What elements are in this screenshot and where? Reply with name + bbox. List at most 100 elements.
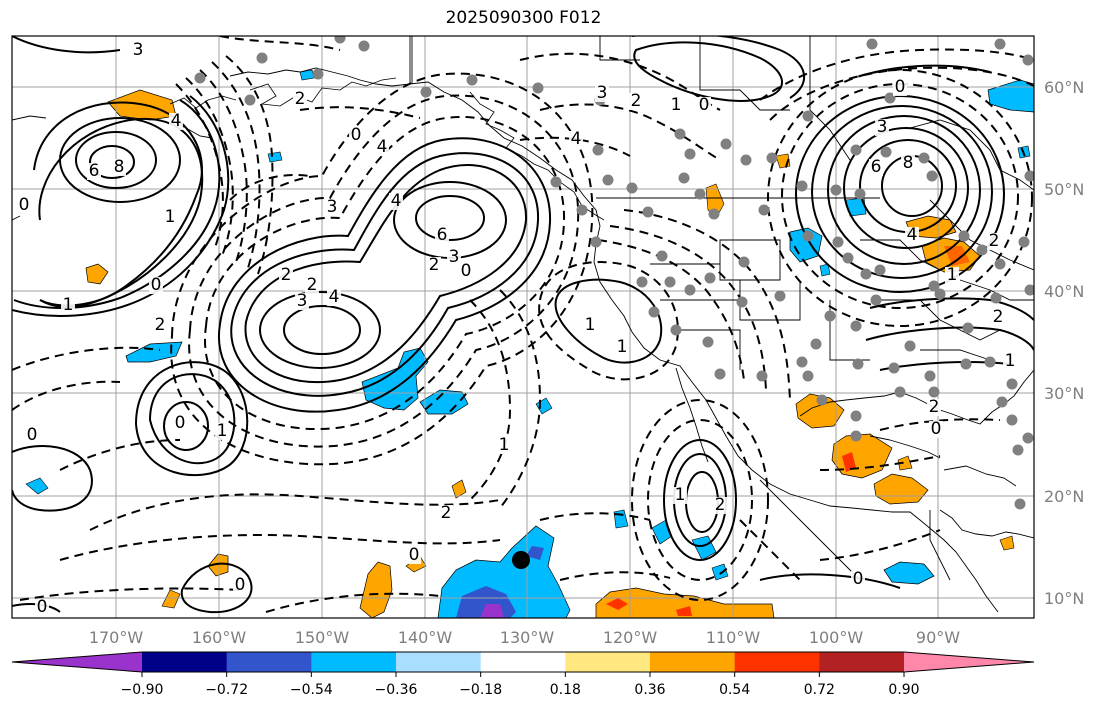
contour-label: 4 [907, 225, 918, 245]
colorbar-tick-label: 0.54 [719, 682, 750, 698]
contour-label-bg [35, 599, 49, 616]
contour-label: 0 [37, 597, 48, 617]
contour-label: 0 [853, 569, 864, 589]
contour-label: 1 [617, 337, 628, 357]
contour-label: 0 [895, 77, 906, 97]
contour-label-bg [163, 209, 177, 226]
colorbar-tick-label: 0.36 [634, 682, 665, 698]
contour-label: 2 [989, 231, 1000, 251]
contour-label: 4 [377, 137, 388, 157]
map-frame [11, 35, 1035, 619]
colorbar-tick-label: −0.90 [121, 682, 164, 698]
contour-label-bg [615, 339, 629, 356]
longitude-label: 160°W [192, 628, 247, 647]
contour-label-bg [447, 249, 461, 266]
contour-label-bg [669, 97, 683, 114]
contour-label-bg [901, 155, 915, 172]
latitude-label: 30°N [1044, 384, 1084, 403]
contour-label: 0 [409, 545, 420, 565]
longitude-label: 90°W [916, 628, 960, 647]
contour-label-bg [673, 487, 687, 504]
contour-label: 3 [449, 247, 460, 267]
contour-label-bg [629, 93, 643, 110]
contour-label: 0 [151, 275, 162, 295]
colorbar-segment [396, 652, 482, 672]
contour-label: 0 [235, 575, 246, 595]
contour-label: 1 [165, 207, 176, 227]
contour-label-bg [435, 227, 449, 244]
contour-label-bg [427, 257, 441, 274]
colorbar-segment [311, 652, 397, 672]
latitude-label: 10°N [1044, 589, 1084, 608]
colorbar-tick-label: −0.54 [290, 682, 333, 698]
latitude-labels: 60°N 50°N 40°N 30°N 20°N 10°N [1044, 78, 1084, 608]
colorbar-tick-label: −0.18 [459, 682, 502, 698]
contour-label-bg [439, 505, 453, 522]
contour-label-bg [893, 79, 907, 96]
contour-label-bg [569, 131, 583, 148]
contour-label: 3 [133, 40, 144, 60]
contour-label-bg [1003, 353, 1017, 370]
contour-label-bg [295, 293, 309, 310]
contour-label-bg [293, 91, 307, 108]
contour-label-bg [61, 297, 75, 314]
latitude-label: 50°N [1044, 180, 1084, 199]
contour-label-bg [595, 85, 609, 102]
contour-label: 1 [1005, 351, 1016, 371]
latitude-label: 60°N [1044, 78, 1084, 97]
contour-label-bg [875, 119, 889, 136]
alaska-coast [169, 77, 605, 221]
contour-label: 2 [307, 275, 318, 295]
contour-label: 4 [171, 111, 182, 131]
contour-label-bg [929, 421, 943, 438]
contour-label-bg [149, 277, 163, 294]
contour-label: 2 [295, 89, 306, 109]
contour-label: 1 [671, 95, 682, 115]
contour-label-bg [131, 42, 145, 59]
longitude-label: 120°W [603, 628, 658, 647]
contour-label: 0 [699, 95, 710, 115]
colorbar-segment [480, 652, 566, 672]
longitude-labels: 170°W 160°W 150°W 140°W 130°W 120°W 110°W 100°W… [89, 628, 960, 647]
longitude-label: 170°W [89, 628, 144, 647]
colorbar-tick-label: 0.72 [804, 682, 835, 698]
contour-label: 4 [329, 287, 340, 307]
contour-label-bg [375, 139, 389, 156]
contour-label: 6 [437, 225, 448, 245]
longitude-label: 110°W [706, 628, 761, 647]
contour-label: 2 [993, 307, 1004, 327]
contour-label-bg [945, 267, 959, 284]
colorbar-extend-low [12, 652, 142, 672]
contour-label: 3 [327, 197, 338, 217]
contour-label-bg [112, 159, 126, 176]
map-background [12, 36, 1034, 618]
latitude-label: 40°N [1044, 282, 1084, 301]
contour-label-bg [25, 427, 39, 444]
contour-label: 2 [155, 315, 166, 335]
longitude-label: 130°W [500, 628, 555, 647]
contour-label-bg [153, 317, 167, 334]
contour-label: 0 [461, 261, 472, 281]
contour-label-bg [905, 227, 919, 244]
colorbar-tick-label: −0.72 [205, 682, 248, 698]
station-dots [194, 36, 1034, 510]
contour-label: 8 [114, 157, 125, 177]
contour-label: 1 [217, 421, 228, 441]
contour-label-bg [407, 547, 421, 564]
contour-label-bg [389, 193, 403, 210]
contour-label-bg [869, 159, 883, 176]
storm-marker [512, 551, 530, 569]
contour-label-bg [497, 437, 511, 454]
contour-label: 6 [89, 161, 100, 181]
contour-label: 1 [585, 315, 596, 335]
contour-label: 3 [597, 83, 608, 103]
contour-label-bg [459, 263, 473, 280]
contour-label-bg [233, 577, 247, 594]
contour-label-bg [325, 199, 339, 216]
contour-label-bg [215, 423, 229, 440]
contour-label: 2 [929, 397, 940, 417]
contour-label: 0 [19, 195, 30, 215]
contour-label: 2 [441, 503, 452, 523]
